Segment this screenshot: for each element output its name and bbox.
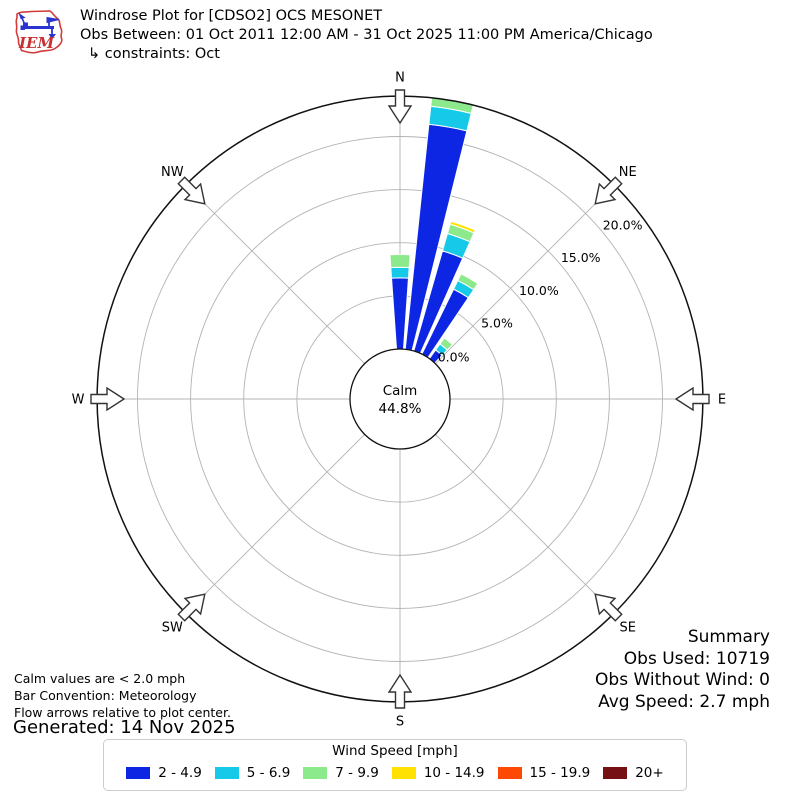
ring-label: 15.0% bbox=[561, 250, 601, 265]
flow-arrow-icon bbox=[387, 673, 413, 709]
plot-title: Windrose Plot for [CDSO2] OCS MESONET bbox=[80, 8, 383, 24]
legend-bin-label: 2 - 4.9 bbox=[158, 765, 202, 781]
plot-subtitle: Obs Between: 01 Oct 2011 12:00 AM - 31 O… bbox=[80, 27, 653, 43]
compass-label-se: SE bbox=[619, 620, 635, 635]
summary-obs-used: Obs Used: 10719 bbox=[623, 648, 770, 669]
footnotes-block: Calm values are < 2.0 mph Bar Convention… bbox=[14, 670, 231, 721]
compass-label-s: S bbox=[396, 715, 404, 730]
flow-arrow-icon bbox=[594, 593, 623, 622]
wind-speed-legend: Wind Speed [mph] 2 - 4.9 5 - 6.9 7 - 9.9 10… bbox=[103, 739, 687, 791]
iem-logo: IEM bbox=[15, 10, 63, 54]
legend-bin-label: 15 - 19.9 bbox=[529, 765, 591, 781]
legend-item: 5 - 6.9 bbox=[214, 765, 291, 781]
calm-value: 44.8% bbox=[379, 401, 422, 417]
grid-radial bbox=[435, 184, 615, 364]
anemometer-icon bbox=[18, 12, 60, 40]
legend-item: 20+ bbox=[603, 765, 664, 781]
calm-label-group: Calm 44.8% bbox=[379, 383, 422, 417]
legend-swatch-icon bbox=[214, 767, 239, 779]
flow-arrow-icon bbox=[387, 89, 413, 125]
flow-arrow-icon bbox=[674, 386, 710, 412]
flow-arrow-icon bbox=[177, 176, 206, 205]
iem-logo-text: IEM bbox=[18, 34, 54, 52]
compass-label-n: N bbox=[395, 71, 405, 86]
compass-label-sw: SW bbox=[162, 620, 183, 635]
grid-radial bbox=[185, 434, 365, 614]
legend-item: 7 - 9.9 bbox=[303, 765, 379, 781]
footnote-bar-convention: Bar Convention: Meteorology bbox=[14, 688, 197, 703]
legend-item: 10 - 14.9 bbox=[391, 765, 485, 781]
plot-constraints: ↳ constraints: Oct bbox=[88, 46, 220, 62]
compass-label-nw: NW bbox=[161, 165, 184, 180]
calm-label: Calm bbox=[383, 383, 418, 399]
footnote-flow-arrows: Flow arrows relative to plot center. bbox=[14, 705, 231, 720]
flow-arrow-icon bbox=[177, 593, 206, 622]
ring-label: 10.0% bbox=[519, 283, 559, 298]
ring-label: 20.0% bbox=[603, 217, 643, 232]
legend-swatch-icon bbox=[303, 767, 328, 779]
legend-bin-label: 10 - 14.9 bbox=[423, 765, 485, 781]
generated-date: Generated: 14 Nov 2025 bbox=[13, 717, 236, 738]
legend-items: 2 - 4.9 5 - 6.9 7 - 9.9 10 - 14.9 15 - 19.9 2… bbox=[104, 765, 686, 781]
ring-label: 5.0% bbox=[481, 316, 513, 331]
footnote-calm: Calm values are < 2.0 mph bbox=[14, 671, 186, 686]
compass-label-w: W bbox=[72, 393, 85, 408]
ring-label: 0.0% bbox=[438, 349, 470, 364]
legend-item: 2 - 4.9 bbox=[126, 765, 202, 781]
flow-arrow-icon bbox=[594, 176, 623, 205]
legend-item: 15 - 19.9 bbox=[497, 765, 591, 781]
windrose-bar-segment bbox=[439, 337, 454, 351]
summary-title: Summary bbox=[687, 627, 770, 647]
summary-block: Summary Obs Used: 10719 Obs Without Wind… bbox=[595, 627, 770, 713]
legend-swatch-icon bbox=[126, 767, 151, 779]
legend-swatch-icon bbox=[391, 767, 416, 779]
legend-swatch-icon bbox=[497, 767, 522, 779]
windrose-bar-segment bbox=[449, 220, 476, 234]
grid-radial bbox=[435, 434, 615, 614]
flow-arrow-icon bbox=[90, 386, 126, 412]
summary-avg-speed: Avg Speed: 2.7 mph bbox=[598, 691, 770, 712]
legend-swatch-icon bbox=[603, 767, 628, 779]
summary-obs-without-wind: Obs Without Wind: 0 bbox=[595, 670, 770, 690]
windrose-bar-segment bbox=[389, 253, 411, 269]
grid-radial bbox=[185, 184, 365, 364]
windrose-bar-segment bbox=[390, 266, 410, 279]
calm-circle bbox=[349, 348, 451, 450]
windrose-bar-segment bbox=[460, 272, 480, 285]
compass-label-e: E bbox=[718, 393, 726, 408]
legend-title: Wind Speed [mph] bbox=[332, 743, 458, 759]
legend-bin-label: 20+ bbox=[635, 765, 664, 781]
legend-bin-label: 5 - 6.9 bbox=[246, 765, 291, 781]
legend-bin-label: 7 - 9.9 bbox=[335, 765, 379, 781]
header-block: Windrose Plot for [CDSO2] OCS MESONET Ob… bbox=[80, 7, 653, 64]
compass-label-ne: NE bbox=[619, 165, 637, 180]
